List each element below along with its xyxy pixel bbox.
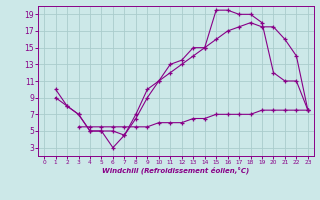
X-axis label: Windchill (Refroidissement éolien,°C): Windchill (Refroidissement éolien,°C) — [102, 167, 250, 174]
